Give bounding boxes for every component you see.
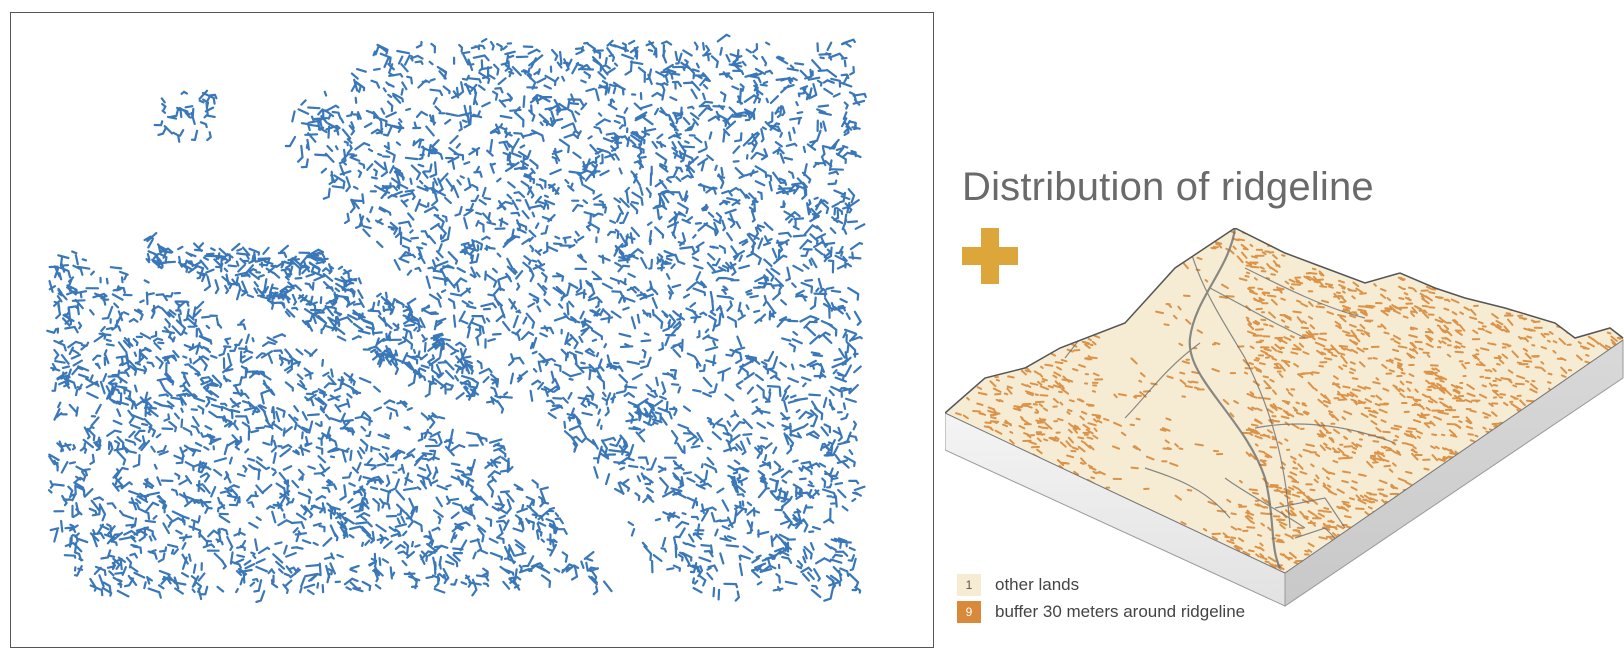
- legend-swatch: 9: [957, 601, 981, 623]
- legend-label: other lands: [995, 575, 1080, 594]
- page-title: Distribution of ridgeline: [962, 165, 1374, 209]
- ridgeline-map-panel: [10, 12, 934, 648]
- block-top-edge: [945, 228, 1624, 414]
- plus-icon: [962, 228, 1018, 284]
- legend-label: buffer 30 meters around ridgeline: [995, 602, 1246, 621]
- legend-item-other-lands: 1 other lands: [957, 572, 1245, 598]
- legend-swatch: 1: [957, 574, 981, 596]
- ridgeline-strokes: [46, 33, 867, 603]
- legend: 1 other lands 9 buffer 30 meters around …: [957, 572, 1245, 626]
- ridgeline-buffer-pattern: [955, 230, 1623, 572]
- ridgeline-network-map: [46, 33, 867, 603]
- legend-item-buffer: 9 buffer 30 meters around ridgeline: [957, 599, 1245, 625]
- terrain-block-3d: [945, 228, 1624, 607]
